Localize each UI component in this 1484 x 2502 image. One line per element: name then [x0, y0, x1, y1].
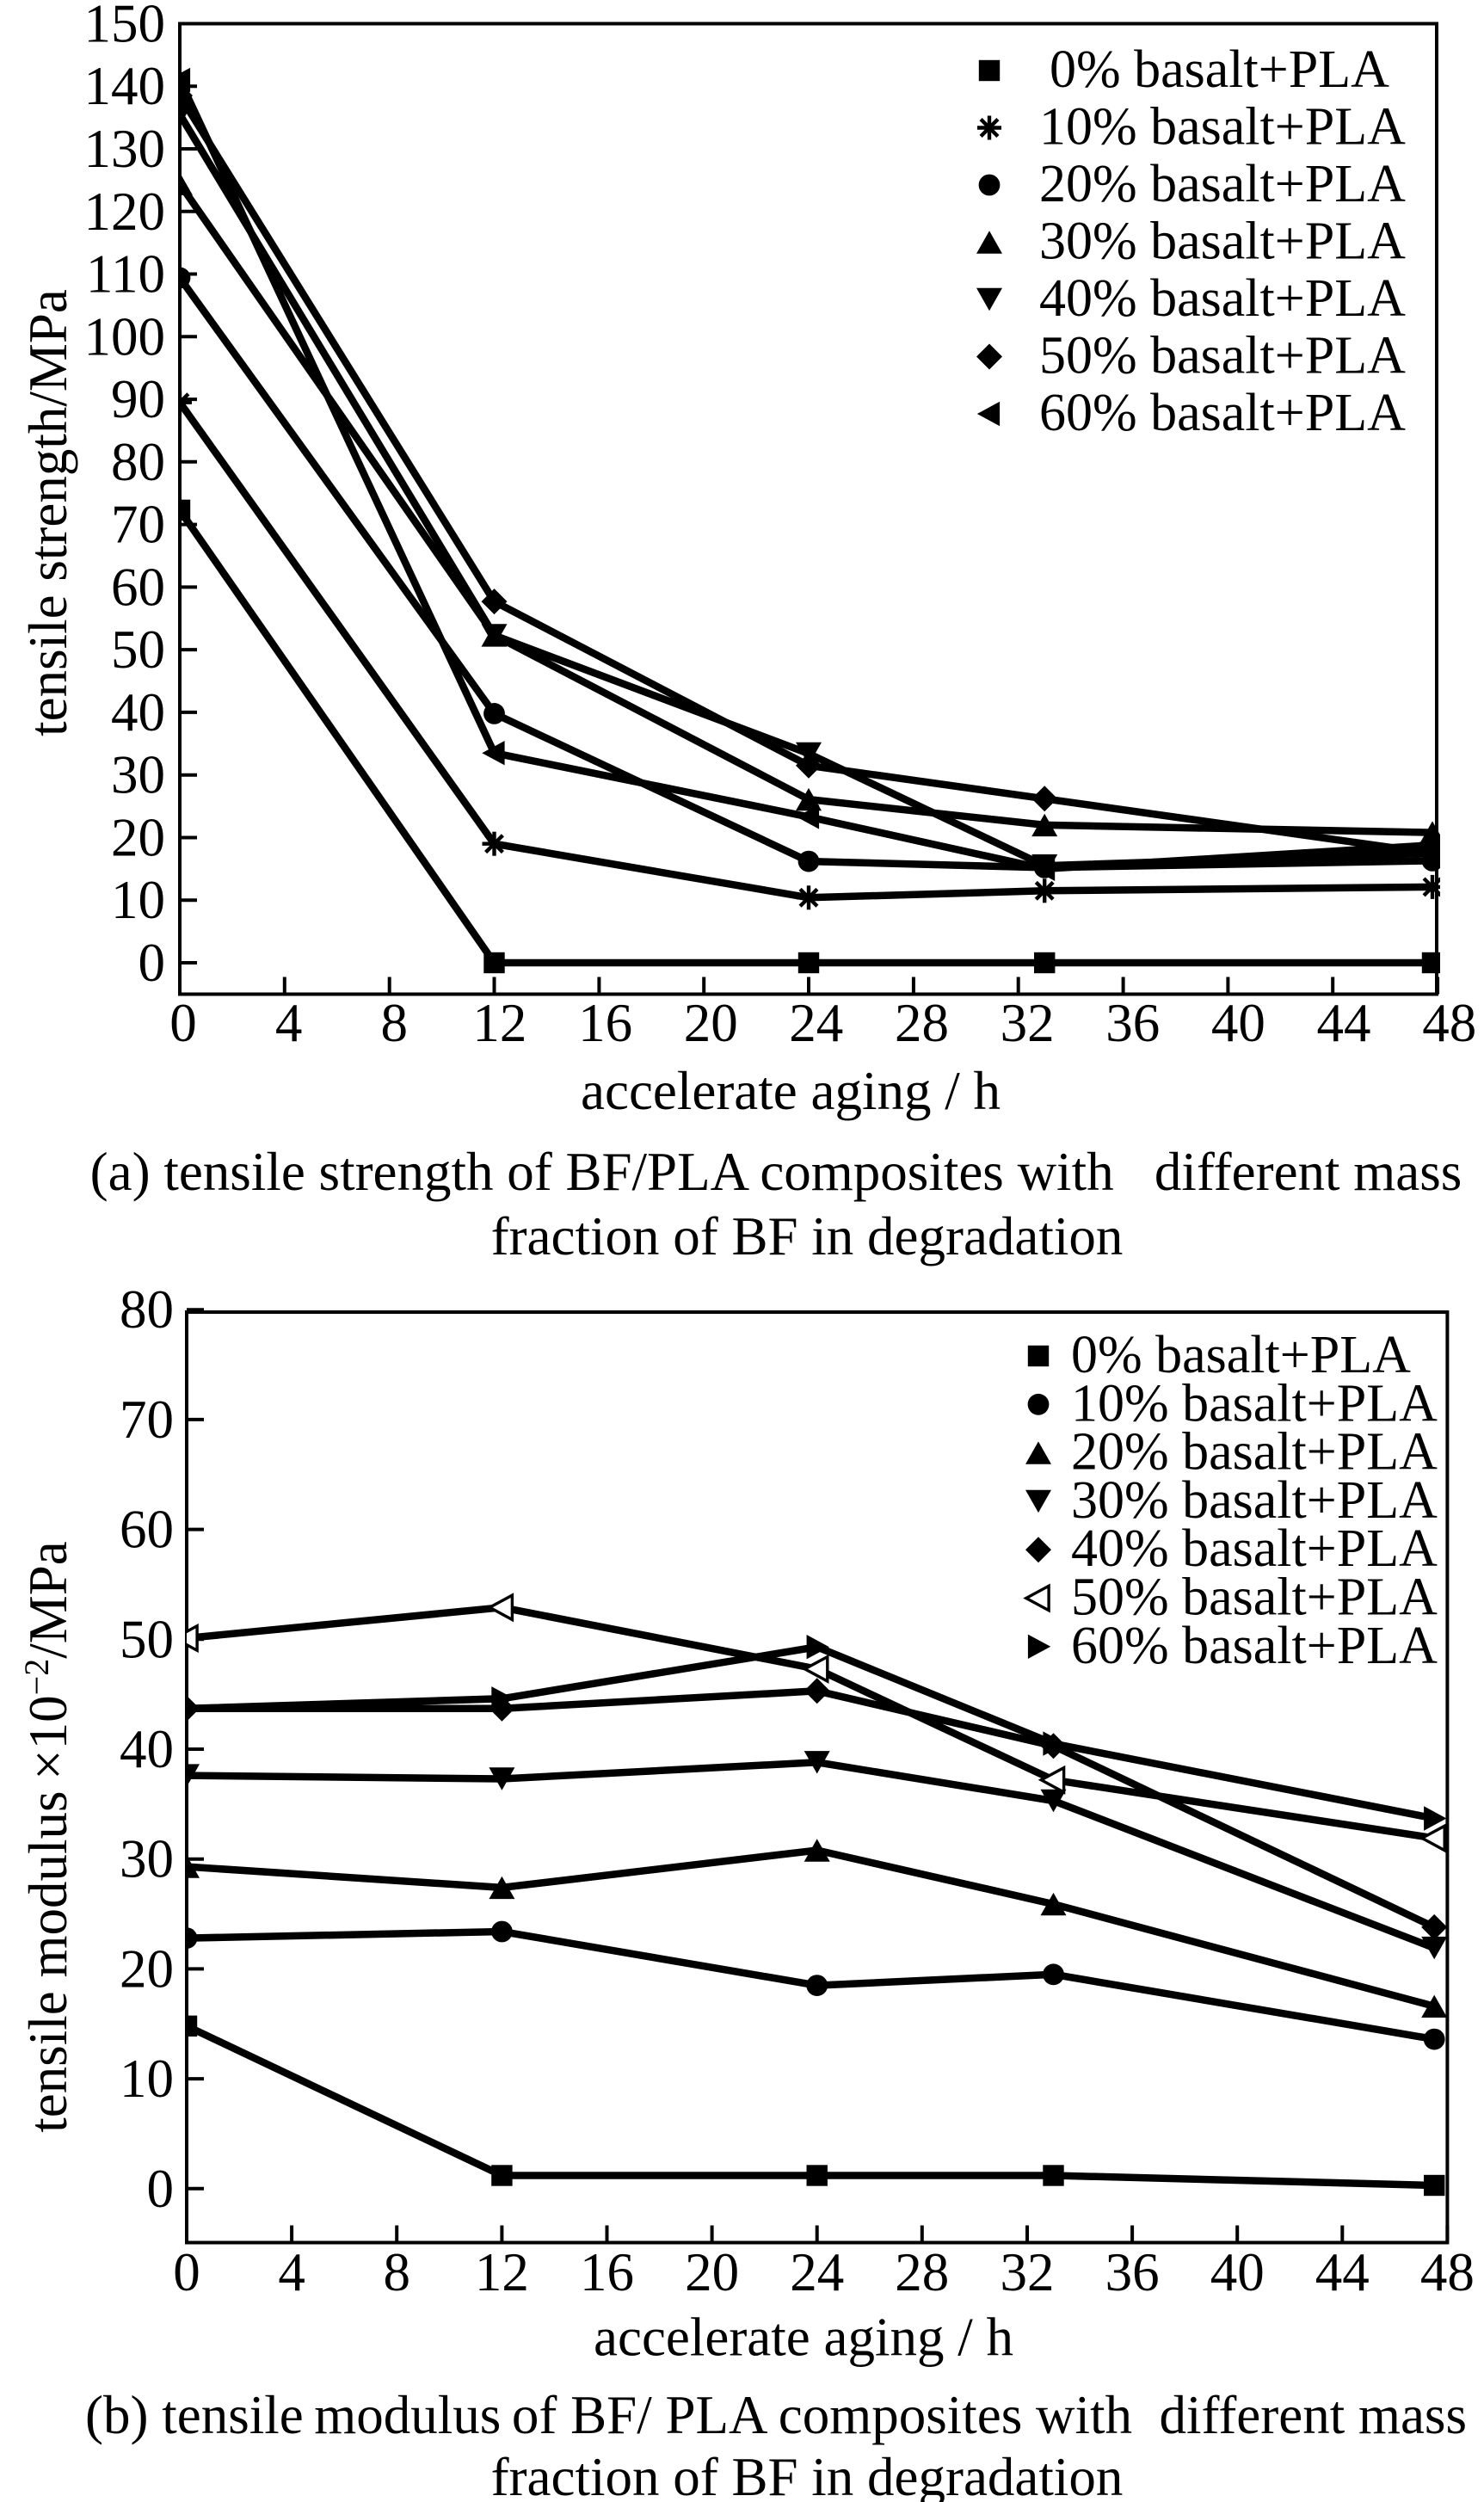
svg-text:accelerate aging / h: accelerate aging / h [594, 2308, 1013, 2368]
svg-text:40: 40 [120, 1719, 174, 1779]
svg-text:60: 60 [120, 1500, 174, 1560]
svg-text:12: 12 [472, 993, 526, 1053]
svg-text:36: 36 [1105, 2242, 1160, 2302]
svg-text:40: 40 [1211, 993, 1265, 1053]
svg-text:8: 8 [383, 2242, 410, 2302]
svg-text:16: 16 [580, 2242, 634, 2302]
svg-text:48: 48 [1420, 2242, 1475, 2302]
svg-text:60: 60 [111, 557, 165, 617]
svg-text:48: 48 [1422, 993, 1476, 1053]
svg-text:40: 40 [111, 682, 165, 743]
svg-text:4: 4 [275, 993, 303, 1053]
svg-text:20% basalt+PLA: 20% basalt+PLA [1039, 155, 1406, 213]
svg-text:tensile modulus ×10−2/MPa: tensile modulus ×10−2/MPa [17, 1541, 78, 2132]
svg-text:0: 0 [173, 2242, 200, 2302]
svg-text:80: 80 [111, 432, 165, 492]
svg-text:70: 70 [120, 1390, 174, 1450]
svg-text:20: 20 [684, 993, 738, 1053]
svg-text:32: 32 [1001, 993, 1055, 1053]
svg-text:24: 24 [790, 2242, 844, 2302]
svg-text:70: 70 [111, 495, 165, 555]
svg-text:12: 12 [475, 2242, 529, 2302]
svg-text:10: 10 [120, 2049, 174, 2109]
svg-text:20% basalt+PLA: 20% basalt+PLA [1071, 1423, 1438, 1482]
svg-text:20: 20 [120, 1938, 174, 1999]
svg-text:60% basalt+PLA: 60% basalt+PLA [1039, 384, 1406, 442]
svg-text:150: 150 [84, 0, 166, 54]
svg-text:100: 100 [84, 306, 166, 367]
svg-text:30: 30 [120, 1829, 174, 1889]
svg-text:0: 0 [169, 993, 197, 1053]
svg-text:50% basalt+PLA: 50% basalt+PLA [1071, 1568, 1438, 1627]
svg-text:20: 20 [111, 808, 165, 868]
svg-text:30: 30 [111, 745, 165, 805]
svg-text:0% basalt+PLA: 0% basalt+PLA [1050, 40, 1389, 99]
svg-text:44: 44 [1317, 993, 1371, 1053]
svg-text:30% basalt+PLA: 30% basalt+PLA [1071, 1471, 1438, 1530]
svg-text:30% basalt+PLA: 30% basalt+PLA [1039, 213, 1406, 271]
svg-text:16: 16 [578, 993, 632, 1053]
svg-text:44: 44 [1315, 2242, 1370, 2302]
svg-text:36: 36 [1105, 993, 1160, 1053]
svg-text:110: 110 [86, 244, 165, 305]
svg-text:10: 10 [111, 870, 165, 930]
svg-text:4: 4 [278, 2242, 305, 2302]
svg-text:0: 0 [139, 933, 166, 993]
svg-text:50: 50 [111, 619, 165, 680]
svg-text:140: 140 [84, 56, 166, 116]
svg-text:0: 0 [147, 2159, 175, 2219]
svg-text:8: 8 [381, 993, 409, 1053]
svg-text:130: 130 [84, 119, 166, 179]
svg-text:28: 28 [895, 2242, 949, 2302]
svg-text:32: 32 [1001, 2242, 1055, 2302]
svg-text:fraction of BF in degradation: fraction of BF in degradation [491, 1206, 1124, 1266]
svg-text:60% basalt+PLA: 60% basalt+PLA [1071, 1617, 1438, 1675]
svg-text:20: 20 [685, 2242, 739, 2302]
svg-text:120: 120 [84, 182, 166, 242]
svg-text:10% basalt+PLA: 10% basalt+PLA [1071, 1374, 1438, 1433]
svg-text:40: 40 [1210, 2242, 1265, 2302]
svg-text:fraction of BF in degradation: fraction of BF in degradation [491, 2447, 1124, 2502]
svg-text:(a) tensile strength of BF/PLA: (a) tensile strength of BF/PLA composite… [90, 1142, 1462, 1202]
svg-text:80: 80 [120, 1279, 174, 1340]
svg-text:40% basalt+PLA: 40% basalt+PLA [1039, 269, 1406, 328]
svg-text:40% basalt+PLA: 40% basalt+PLA [1071, 1519, 1438, 1578]
svg-text:(b) tensile modulus of BF/ PLA: (b) tensile modulus of BF/ PLA composite… [85, 2385, 1467, 2445]
svg-text:24: 24 [789, 993, 843, 1053]
svg-text:90: 90 [111, 369, 165, 429]
svg-text:accelerate aging / h: accelerate aging / h [581, 1061, 1001, 1121]
svg-text:28: 28 [895, 993, 949, 1053]
svg-text:0% basalt+PLA: 0% basalt+PLA [1071, 1326, 1411, 1384]
svg-text:50% basalt+PLA: 50% basalt+PLA [1039, 327, 1406, 385]
svg-text:50: 50 [120, 1609, 174, 1669]
svg-text:tensile strength/MPa: tensile strength/MPa [18, 289, 78, 736]
svg-text:10% basalt+PLA: 10% basalt+PLA [1039, 98, 1406, 157]
